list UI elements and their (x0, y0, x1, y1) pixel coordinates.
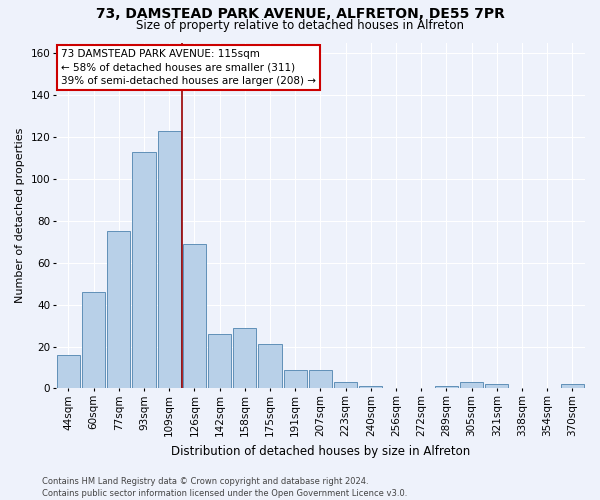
Bar (309, 370, 332, 388)
Bar (359, 386, 382, 388)
Bar (435, 386, 458, 388)
Bar (57, 355, 80, 388)
Bar (183, 244, 206, 388)
Bar (485, 384, 508, 388)
Bar (208, 334, 231, 388)
Text: 73, DAMSTEAD PARK AVENUE, ALFRETON, DE55 7PR: 73, DAMSTEAD PARK AVENUE, ALFRETON, DE55… (95, 8, 505, 22)
Bar (233, 328, 256, 388)
Bar (284, 370, 307, 388)
Text: 73 DAMSTEAD PARK AVENUE: 115sqm
← 58% of detached houses are smaller (311)
39% o: 73 DAMSTEAD PARK AVENUE: 115sqm ← 58% of… (61, 50, 316, 86)
Bar (259, 344, 281, 389)
Text: Contains HM Land Registry data © Crown copyright and database right 2024.
Contai: Contains HM Land Registry data © Crown c… (42, 476, 407, 498)
X-axis label: Distribution of detached houses by size in Alfreton: Distribution of detached houses by size … (171, 444, 470, 458)
Bar (82, 292, 105, 388)
Text: Size of property relative to detached houses in Alfreton: Size of property relative to detached ho… (136, 18, 464, 32)
Bar (158, 130, 181, 388)
Bar (460, 382, 483, 388)
Bar (107, 231, 130, 388)
Bar (133, 152, 155, 388)
Y-axis label: Number of detached properties: Number of detached properties (15, 128, 25, 303)
Bar (334, 382, 357, 388)
Bar (561, 384, 584, 388)
